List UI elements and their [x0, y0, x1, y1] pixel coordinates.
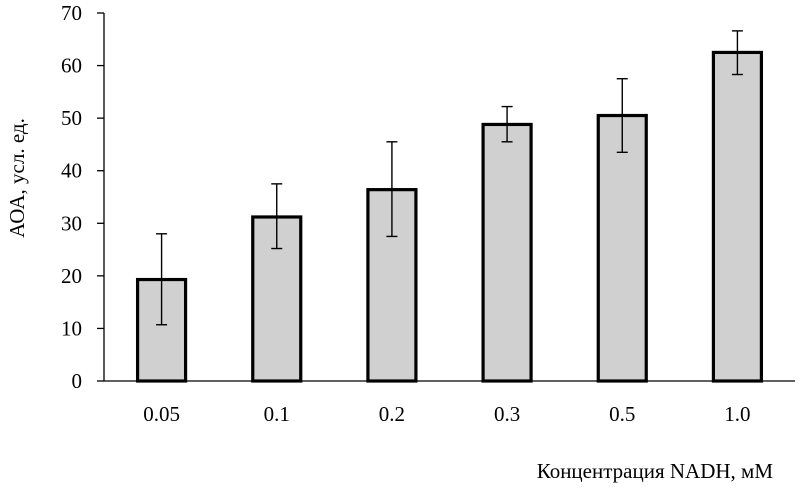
y-tick-label: 30: [61, 211, 82, 235]
y-axis-title: АОА, усл. ед.: [5, 118, 29, 238]
x-tick-label: 0.1: [264, 402, 290, 426]
x-tick-label: 0.3: [494, 402, 520, 426]
x-tick-label: 0.05: [143, 402, 180, 426]
x-axis-title: Концентрация NADH, мМ: [537, 459, 774, 483]
y-tick-label: 70: [61, 1, 82, 25]
y-tick-label: 0: [72, 369, 83, 393]
y-tick-label: 20: [61, 264, 82, 288]
x-tick-label: 0.2: [379, 402, 405, 426]
bar: [366, 188, 418, 383]
y-tick-label: 10: [61, 316, 82, 340]
x-tick-label: 1.0: [724, 402, 750, 426]
bar: [596, 113, 648, 383]
x-tick-labels: 0.05 0.1 0.2 0.3 0.5 1.0: [143, 402, 750, 426]
x-tick-label: 0.5: [609, 402, 635, 426]
y-tick-label: 60: [61, 54, 82, 78]
bar: [711, 50, 764, 383]
bars: [135, 30, 764, 383]
y-tick-label: 40: [61, 159, 82, 183]
y-ticks: 0 10 20 30 40 50 60 70: [61, 1, 104, 393]
bar: [481, 122, 533, 383]
y-tick-label: 50: [61, 106, 82, 130]
